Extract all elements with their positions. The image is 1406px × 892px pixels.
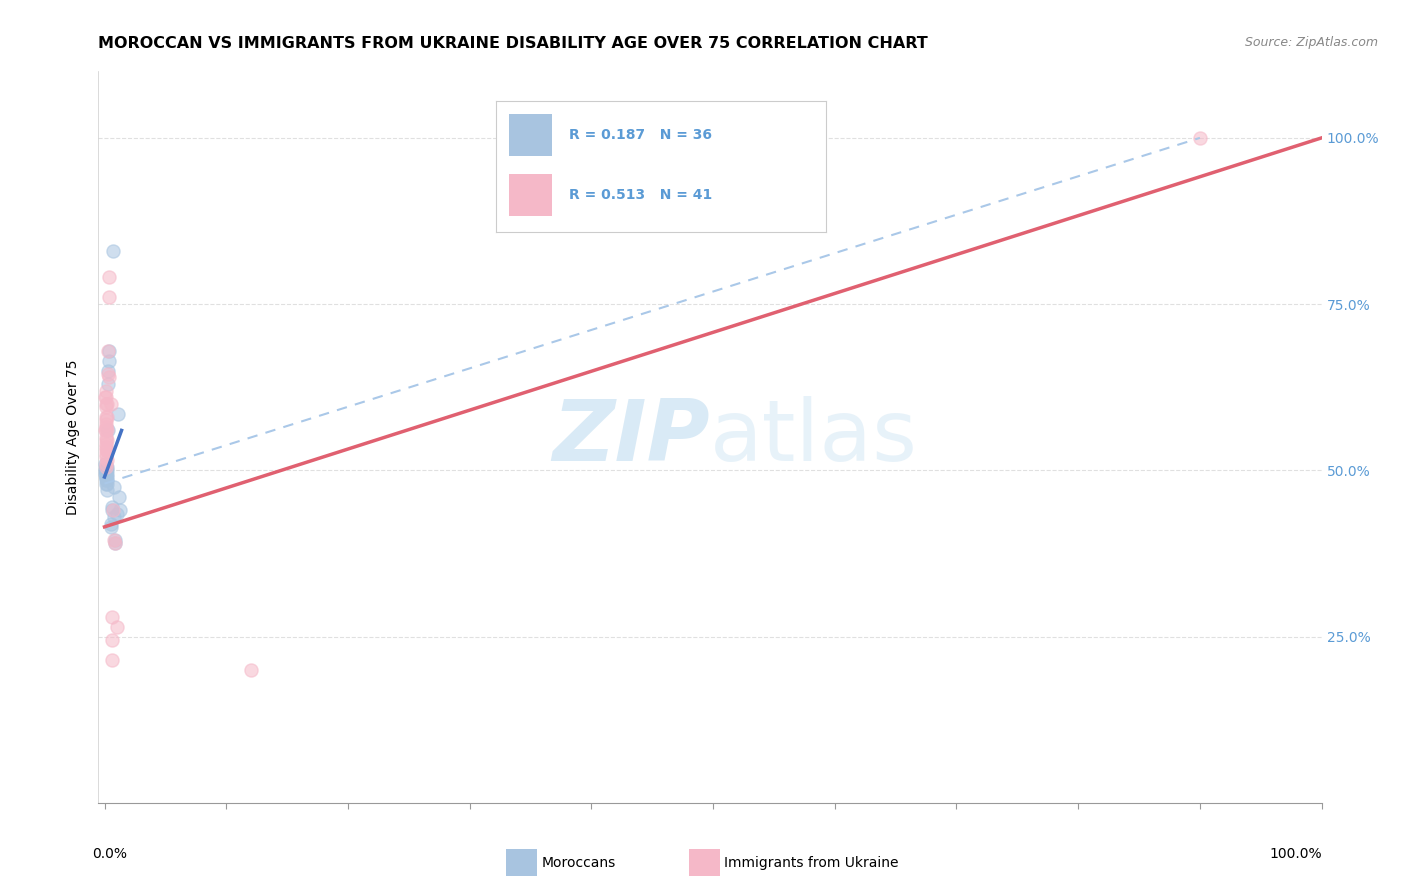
Point <box>94 436 117 450</box>
Text: 100.0%: 100.0% <box>1270 847 1322 861</box>
Point <box>98 370 121 384</box>
Point <box>98 343 121 358</box>
Point <box>93 457 115 471</box>
Point <box>94 420 117 434</box>
Point <box>96 453 118 467</box>
Point <box>94 476 117 491</box>
Point <box>101 632 124 647</box>
Text: Immigrants from Ukraine: Immigrants from Ukraine <box>724 855 898 870</box>
Point <box>100 397 122 411</box>
Point <box>94 460 117 475</box>
Point <box>96 476 118 491</box>
Point <box>97 376 120 391</box>
Point <box>94 434 117 448</box>
Point <box>101 244 124 258</box>
Point <box>105 619 128 633</box>
Point <box>97 343 120 358</box>
Point <box>96 467 118 481</box>
Text: Moroccans: Moroccans <box>541 855 616 870</box>
Point <box>94 384 117 398</box>
Point <box>94 462 117 476</box>
Point <box>96 397 118 411</box>
Point <box>94 440 117 454</box>
Point <box>93 390 115 404</box>
Point <box>103 533 125 548</box>
Point <box>104 533 127 548</box>
Point <box>107 407 129 421</box>
Point <box>94 465 117 479</box>
Point <box>108 490 131 504</box>
Point <box>96 424 118 438</box>
Point <box>101 500 124 514</box>
Point <box>97 367 120 381</box>
Point <box>103 509 125 524</box>
Point <box>96 460 118 475</box>
Point <box>94 413 117 427</box>
Point <box>93 467 115 481</box>
Point <box>94 410 117 425</box>
Point <box>94 417 117 431</box>
Point <box>94 430 117 444</box>
Point <box>100 520 122 534</box>
Point <box>97 424 120 438</box>
Point <box>96 473 118 487</box>
Point <box>239 663 262 677</box>
Point <box>93 463 115 477</box>
Point <box>94 471 117 485</box>
Point <box>94 397 117 411</box>
Point <box>94 443 117 458</box>
Point <box>104 536 127 550</box>
Point <box>98 270 121 285</box>
Point <box>103 480 125 494</box>
Point <box>94 457 117 471</box>
Point <box>101 503 124 517</box>
Point <box>96 410 118 425</box>
Text: Source: ZipAtlas.com: Source: ZipAtlas.com <box>1244 36 1378 49</box>
Point <box>110 503 132 517</box>
Point <box>98 290 121 304</box>
Text: MOROCCAN VS IMMIGRANTS FROM UKRAINE DISABILITY AGE OVER 75 CORRELATION CHART: MOROCCAN VS IMMIGRANTS FROM UKRAINE DISA… <box>98 36 928 51</box>
Point <box>101 609 124 624</box>
Point <box>96 470 118 484</box>
Point <box>94 470 117 484</box>
Text: ZIP: ZIP <box>553 395 710 479</box>
Point <box>1188 131 1211 145</box>
Point <box>96 434 118 448</box>
Point <box>94 473 117 487</box>
Point <box>104 536 127 550</box>
Point <box>96 443 118 458</box>
Y-axis label: Disability Age Over 75: Disability Age Over 75 <box>66 359 80 515</box>
Point <box>105 507 128 521</box>
Point <box>98 353 121 368</box>
Point <box>94 447 117 461</box>
Point <box>94 467 117 481</box>
Text: 0.0%: 0.0% <box>93 847 128 861</box>
Point <box>94 460 117 475</box>
Point <box>100 516 122 531</box>
Point <box>96 463 118 477</box>
Point <box>96 483 118 498</box>
Text: atlas: atlas <box>710 395 918 479</box>
Point <box>101 653 124 667</box>
Point <box>94 424 117 438</box>
Point <box>93 424 115 438</box>
Point <box>97 363 120 377</box>
Point <box>94 400 117 414</box>
Point <box>94 450 117 464</box>
Point <box>101 503 124 517</box>
Point <box>94 390 117 404</box>
